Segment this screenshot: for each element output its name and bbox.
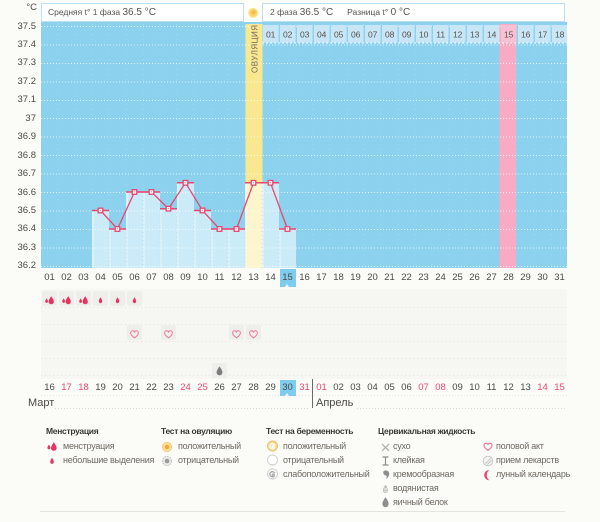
- svg-text:12: 12: [453, 30, 463, 40]
- svg-text:13: 13: [470, 30, 480, 40]
- svg-text:10: 10: [419, 30, 429, 40]
- svg-text:06: 06: [351, 30, 361, 40]
- svg-text:08: 08: [385, 30, 395, 40]
- svg-text:09: 09: [402, 30, 412, 40]
- svg-text:01: 01: [266, 30, 276, 40]
- svg-text:05: 05: [334, 30, 344, 40]
- svg-text:17: 17: [538, 30, 548, 40]
- svg-text:02: 02: [283, 30, 293, 40]
- svg-text:18: 18: [555, 30, 565, 40]
- svg-text:07: 07: [368, 30, 378, 40]
- svg-text:04: 04: [317, 30, 327, 40]
- svg-text:11: 11: [436, 30, 445, 40]
- svg-text:03: 03: [300, 30, 310, 40]
- svg-text:16: 16: [521, 30, 531, 40]
- svg-text:15: 15: [504, 30, 514, 40]
- svg-text:14: 14: [487, 30, 497, 40]
- svg-text:ОВУЛЯЦИЯ: ОВУЛЯЦИЯ: [251, 24, 260, 73]
